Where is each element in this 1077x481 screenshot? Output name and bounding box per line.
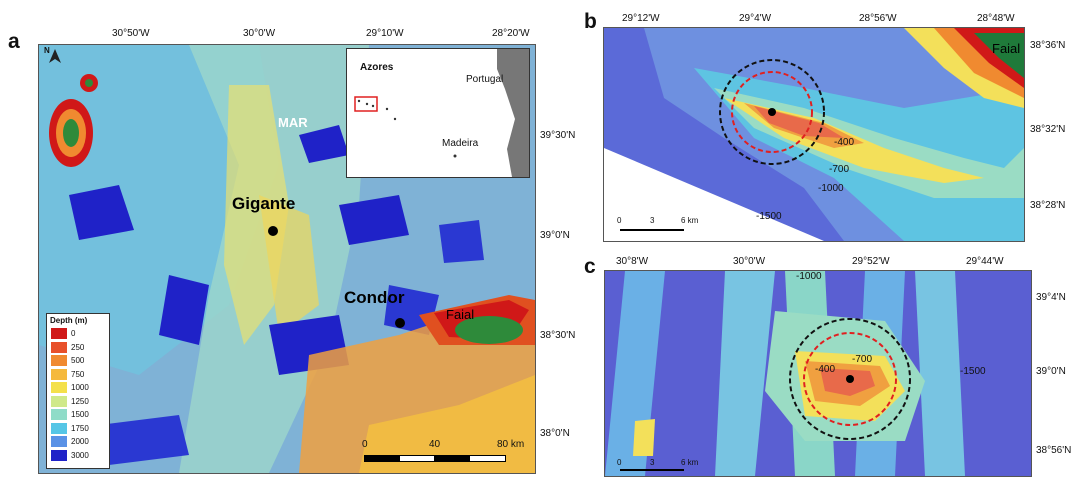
legend-label: 750 bbox=[71, 369, 85, 379]
legend-title: Depth (m) bbox=[50, 316, 88, 325]
legend-swatch bbox=[51, 409, 67, 420]
legend-swatch bbox=[51, 395, 67, 407]
legend-label: 1250 bbox=[71, 396, 89, 406]
panel-c-map-graphic bbox=[605, 271, 1031, 476]
legend-label: 3000 bbox=[71, 450, 89, 460]
inset-portugal-label: Portugal bbox=[466, 74, 504, 85]
panel-b-site-marker bbox=[768, 108, 776, 116]
panel-a-right-tick-2: 39°0'N bbox=[540, 230, 570, 241]
legend-swatch bbox=[51, 436, 67, 447]
panel-a-faial-label: Faial bbox=[446, 307, 475, 322]
panel-c-letter: c bbox=[584, 255, 596, 278]
panel-a-scale-start: 0 bbox=[362, 439, 368, 450]
depth-legend: Depth (m) 0 250 500 750 1000 1250 1500 1750 2000… bbox=[46, 313, 110, 469]
panel-a-letter: a bbox=[8, 30, 20, 53]
legend-swatch bbox=[51, 368, 67, 380]
legend-label: 2000 bbox=[71, 437, 89, 446]
panel-b-scale-start: 0 bbox=[617, 216, 622, 225]
panel-b-top-tick-4: 28°48'W bbox=[977, 13, 1015, 24]
panel-a-top-tick-4: 28°20'W bbox=[492, 28, 530, 39]
panel-b-top-tick-2: 29°4'W bbox=[739, 13, 772, 24]
panel-c-contour-1000: -1000 bbox=[796, 271, 822, 282]
inset-madeira-label: Madeira bbox=[442, 138, 479, 149]
legend-label: 1750 bbox=[71, 423, 89, 433]
panel-c-contour-400: -400 bbox=[815, 364, 836, 375]
inset-study-area-box bbox=[354, 96, 378, 112]
panel-c-scale-end: 6 km bbox=[681, 458, 699, 467]
panel-b-inner-ring bbox=[731, 71, 813, 153]
legend-label: 500 bbox=[71, 356, 85, 365]
panel-b-contour-1500: -1500 bbox=[756, 211, 782, 222]
panel-b-right-tick-3: 38°28'N bbox=[1030, 200, 1066, 211]
legend-swatch bbox=[51, 355, 67, 366]
panel-b-letter: b bbox=[584, 10, 597, 33]
panel-a-right-tick-3: 38°30'N bbox=[540, 330, 576, 341]
panel-a-top-tick-3: 29°10'W bbox=[366, 28, 404, 39]
panel-b-scale-end: 6 km bbox=[681, 216, 699, 225]
panel-a-mar-label: MAR bbox=[278, 115, 308, 130]
panel-c-top-tick-4: 29°44'W bbox=[966, 256, 1004, 267]
panel-a-scale-bar bbox=[364, 455, 506, 463]
panel-c-top-tick-3: 29°52'W bbox=[852, 256, 890, 267]
legend-label: 250 bbox=[71, 342, 85, 352]
legend-swatch bbox=[51, 328, 67, 339]
panel-b-faial-label: Faial bbox=[992, 41, 1021, 56]
legend-label: 1000 bbox=[71, 383, 89, 392]
panel-b-scale-bar bbox=[620, 229, 684, 235]
panel-a-gigante-label: Gigante bbox=[232, 194, 296, 213]
panel-c-inner-ring bbox=[803, 332, 897, 426]
iberia-landmass bbox=[497, 49, 529, 177]
panel-c-top-tick-2: 30°0'W bbox=[733, 256, 766, 267]
panel-c-contour-1500: -1500 bbox=[960, 366, 986, 377]
panel-b-right-tick-1: 38°36'N bbox=[1030, 40, 1066, 51]
panel-b-contour-400: -400 bbox=[834, 137, 855, 148]
legend-swatch bbox=[51, 382, 67, 393]
panel-b-contour-700: -700 bbox=[829, 164, 850, 175]
panel-c-right-tick-1: 39°4'N bbox=[1036, 292, 1066, 303]
legend-swatch bbox=[51, 449, 67, 461]
panel-a-gigante-marker bbox=[268, 226, 278, 236]
panel-b-bathymetry-map bbox=[603, 27, 1025, 242]
legend-swatch bbox=[51, 341, 67, 353]
panel-a-top-tick-1: 30°50'W bbox=[112, 28, 150, 39]
panel-c-outer-ring bbox=[789, 318, 911, 440]
panel-a-right-tick-1: 39°30'N bbox=[540, 130, 576, 141]
panel-c-right-tick-3: 38°56'N bbox=[1036, 445, 1072, 456]
panel-a-scale-end: 80 km bbox=[497, 439, 525, 450]
legend-label: 0 bbox=[71, 329, 76, 338]
panel-b-outer-ring bbox=[719, 59, 825, 165]
panel-a-scale-mid: 40 bbox=[429, 439, 441, 450]
panel-b-faial-land bbox=[974, 33, 1024, 78]
north-arrow-icon bbox=[49, 49, 61, 63]
panel-c-scale-mid: 3 bbox=[650, 458, 655, 467]
panel-c-scale-bar bbox=[620, 469, 684, 475]
panel-b-map-graphic bbox=[604, 28, 1024, 241]
legend-swatch bbox=[51, 422, 67, 434]
panel-c-top-tick-1: 30°8'W bbox=[616, 256, 649, 267]
panel-a-right-tick-4: 38°0'N bbox=[540, 428, 570, 439]
inset-map-graphic bbox=[347, 49, 529, 177]
panel-a-condor-marker bbox=[395, 318, 405, 328]
panel-c-site-marker bbox=[846, 375, 854, 383]
panel-c-scale-start: 0 bbox=[617, 458, 622, 467]
panel-a-north-label: N bbox=[44, 46, 50, 55]
panel-b-top-tick-1: 29°12'W bbox=[622, 13, 660, 24]
panel-b-right-tick-2: 38°32'N bbox=[1030, 124, 1066, 135]
panel-a-top-tick-2: 30°0'W bbox=[243, 28, 276, 39]
panel-c-right-tick-2: 39°0'N bbox=[1036, 366, 1066, 377]
panel-a-location-inset bbox=[346, 48, 530, 178]
panel-a-condor-label: Condor bbox=[344, 288, 405, 307]
panel-b-top-tick-3: 28°56'W bbox=[859, 13, 897, 24]
panel-b-scale-mid: 3 bbox=[650, 216, 655, 225]
panel-c-contour-700: -700 bbox=[852, 354, 873, 365]
panel-a-faial-island bbox=[455, 316, 523, 344]
inset-azores-label: Azores bbox=[360, 62, 394, 73]
legend-label: 1500 bbox=[71, 410, 89, 419]
panel-c-bathymetry-map bbox=[604, 270, 1032, 477]
panel-b-contour-1000: -1000 bbox=[818, 183, 844, 194]
